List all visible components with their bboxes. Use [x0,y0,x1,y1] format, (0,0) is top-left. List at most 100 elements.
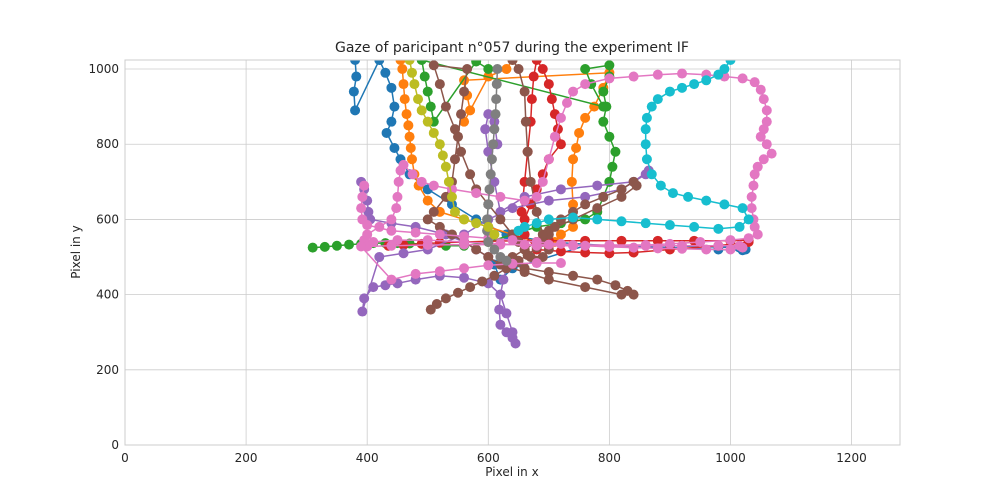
gaze-point [381,127,392,138]
gaze-point [758,154,769,165]
gaze-point [566,176,577,187]
gaze-point [389,142,400,153]
gaze-point [571,142,582,153]
gaze-point [488,139,499,150]
gaze-point [568,270,579,281]
gaze-point [646,101,657,112]
gaze-point [422,214,433,225]
gaze-point [331,240,342,251]
gaze-point [604,73,615,84]
gaze-point [719,199,730,210]
gaze-point [568,212,579,223]
gaze-point [399,94,410,105]
gaze-point [640,124,651,135]
gaze-point [428,180,439,191]
gaze-point [761,116,772,127]
gaze-point [761,139,772,150]
gaze-point [574,127,585,138]
gaze-point [531,206,542,217]
gaze-point [555,238,566,249]
gaze-point [489,229,500,240]
gaze-point [428,127,439,138]
gaze-point [437,150,448,161]
gaze-point [766,148,777,159]
gaze-point [386,116,397,127]
axes-frame [124,59,901,446]
gaze-point [357,191,368,202]
gaze-point [677,240,688,251]
gaze-point [641,112,652,123]
gaze-point [419,71,430,82]
gaze-point [519,239,530,250]
x-tick-label: 1200 [836,451,867,465]
gaze-point [413,94,424,105]
gaze-point [374,252,385,263]
gaze-point [628,242,639,253]
gaze-point [607,161,618,172]
gaze-point [416,105,427,116]
x-tick-label: 0 [121,451,129,465]
gaze-point [531,60,542,65]
gaze-point [743,214,754,225]
gaze-point [434,266,445,277]
gaze-point [434,221,445,232]
gaze-point [713,240,724,251]
gaze-point [362,229,373,240]
gaze-point [483,221,494,232]
y-tick-label: 800 [96,137,119,151]
gaze-point [616,216,627,227]
gaze-point [748,180,759,191]
gaze-point [391,203,402,214]
gaze-point [616,289,627,300]
gaze-point [743,233,754,244]
gaze-point [598,191,609,202]
gaze-point [351,71,362,82]
gaze-point [410,268,421,279]
gaze-point [403,120,414,131]
x-tick-label: 400 [356,451,379,465]
x-tick-label: 1000 [715,451,746,465]
gaze-point [434,229,445,240]
gaze-point [422,86,433,97]
gaze-point [357,306,368,317]
y-tick-label: 200 [96,363,119,377]
gaze-point [580,79,591,90]
gaze-point [610,280,621,291]
gaze-point [592,180,603,191]
gaze-point [492,64,503,75]
gaze-point [537,64,548,75]
gaze-point [755,84,766,95]
gaze-point [446,191,457,202]
gaze-point [631,180,642,191]
gaze-point [453,131,464,142]
y-tick-label: 400 [96,288,119,302]
gaze-point [489,124,500,135]
gaze-point [546,94,557,105]
gaze-point [380,67,391,78]
gaze-point [746,191,757,202]
gaze-point [746,203,757,214]
gaze-point [543,274,554,285]
gaze-point [598,86,609,97]
gaze-point [386,225,397,236]
gaze-point [713,69,724,80]
gaze-point [459,214,470,225]
gaze-point [449,124,460,135]
gaze-point [482,214,493,225]
gaze-point [416,176,427,187]
gaze-point [737,203,748,214]
gaze-point [725,60,736,65]
gaze-point [734,221,745,232]
gaze-point [616,191,627,202]
gaze-point [555,246,566,257]
gaze-point [755,131,766,142]
gaze-point [491,79,502,90]
gaze-point [519,86,530,97]
gaze-point [640,218,651,229]
gaze-point [465,169,476,180]
gaze-point [344,239,355,250]
gaze-point [486,154,497,165]
gaze-point [495,191,506,202]
gaze-point [397,64,408,75]
